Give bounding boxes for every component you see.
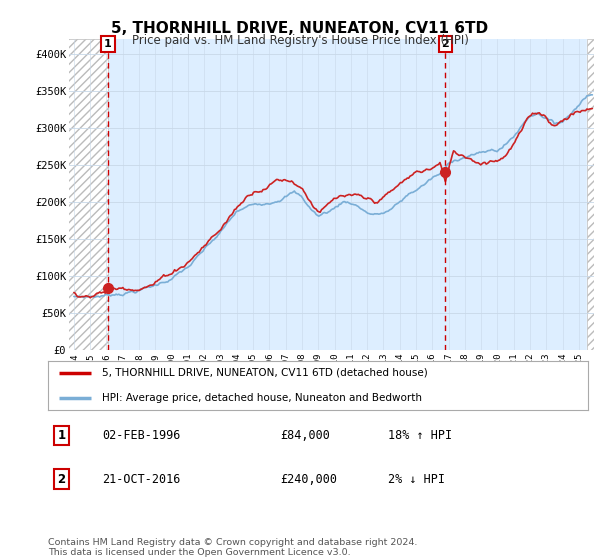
Text: Contains HM Land Registry data © Crown copyright and database right 2024.
This d: Contains HM Land Registry data © Crown c… — [48, 538, 418, 557]
Text: Price paid vs. HM Land Registry's House Price Index (HPI): Price paid vs. HM Land Registry's House … — [131, 34, 469, 46]
Bar — [587, 39, 600, 350]
Text: 5, THORNHILL DRIVE, NUNEATON, CV11 6TD: 5, THORNHILL DRIVE, NUNEATON, CV11 6TD — [112, 21, 488, 36]
Text: 2: 2 — [442, 39, 449, 49]
Text: HPI: Average price, detached house, Nuneaton and Bedworth: HPI: Average price, detached house, Nune… — [102, 393, 422, 403]
Text: 2% ↓ HPI: 2% ↓ HPI — [388, 473, 445, 486]
Text: 5, THORNHILL DRIVE, NUNEATON, CV11 6TD (detached house): 5, THORNHILL DRIVE, NUNEATON, CV11 6TD (… — [102, 368, 428, 378]
Text: 1: 1 — [104, 39, 112, 49]
Text: 1: 1 — [58, 429, 65, 442]
Text: £240,000: £240,000 — [280, 473, 337, 486]
Text: 21-OCT-2016: 21-OCT-2016 — [102, 473, 181, 486]
Text: 2: 2 — [58, 473, 65, 486]
Bar — [66, 39, 108, 350]
Text: £84,000: £84,000 — [280, 429, 330, 442]
Bar — [66, 39, 108, 350]
Text: 18% ↑ HPI: 18% ↑ HPI — [388, 429, 452, 442]
Text: 02-FEB-1996: 02-FEB-1996 — [102, 429, 181, 442]
Bar — [587, 39, 600, 350]
